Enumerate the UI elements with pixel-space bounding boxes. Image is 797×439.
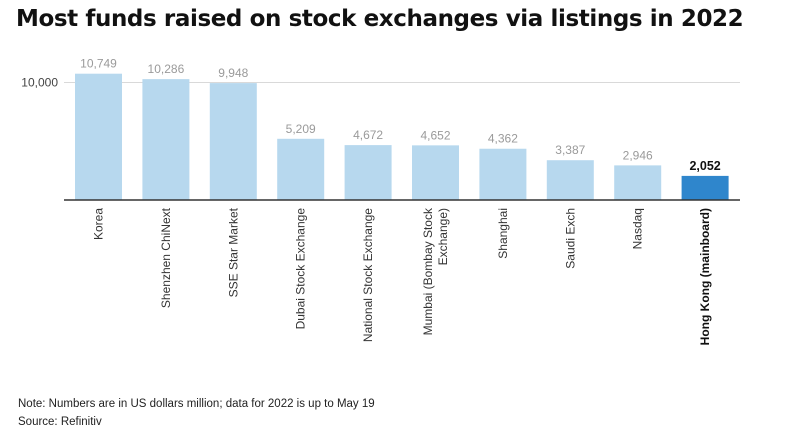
- data-label: 4,672: [353, 128, 383, 142]
- chart-note: Note: Numbers are in US dollars million;…: [18, 398, 375, 410]
- data-label: 4,652: [420, 128, 450, 142]
- x-tick-label: Korea: [92, 208, 106, 240]
- y-tick-label: 10,000: [21, 76, 58, 90]
- data-label: 9,948: [218, 66, 248, 80]
- data-label: 4,362: [488, 132, 518, 146]
- x-tick-label: Mumbai (Bombay Stock: [421, 207, 435, 335]
- data-label: 5,209: [286, 122, 316, 136]
- data-label: 10,286: [148, 62, 185, 76]
- bar: [75, 73, 122, 200]
- x-tick-label: SSE Star Market: [226, 207, 240, 297]
- bar: [142, 79, 190, 200]
- data-label: 3,387: [555, 143, 585, 157]
- chart-source: Source: Refinitiv: [18, 416, 102, 428]
- x-tick-label: Shanghai: [496, 208, 510, 259]
- x-tick-label: Hong Kong (mainboard): [698, 208, 712, 345]
- x-tick-label: Dubai Stock Exchange: [294, 208, 308, 330]
- x-tick-label: Saudi Exch: [563, 208, 577, 269]
- chart-title: Most funds raised on stock exchanges via…: [16, 6, 744, 32]
- bar: [277, 138, 325, 200]
- data-label: 10,749: [80, 57, 117, 71]
- x-tick-label: Nasdaq: [631, 208, 645, 249]
- x-tick-label: Shenzhen ChiNext: [159, 207, 173, 308]
- bar: [681, 175, 729, 200]
- bar: [209, 83, 257, 200]
- bar: [546, 160, 594, 200]
- bar: [614, 165, 662, 200]
- bar: [412, 145, 459, 200]
- x-tick-label: National Stock Exchange: [361, 208, 375, 342]
- bar: [344, 145, 392, 200]
- data-label: 2,052: [689, 159, 720, 173]
- bar: [479, 148, 527, 200]
- x-tick-label: Exchange): [436, 208, 450, 265]
- data-label: 2,946: [623, 148, 653, 162]
